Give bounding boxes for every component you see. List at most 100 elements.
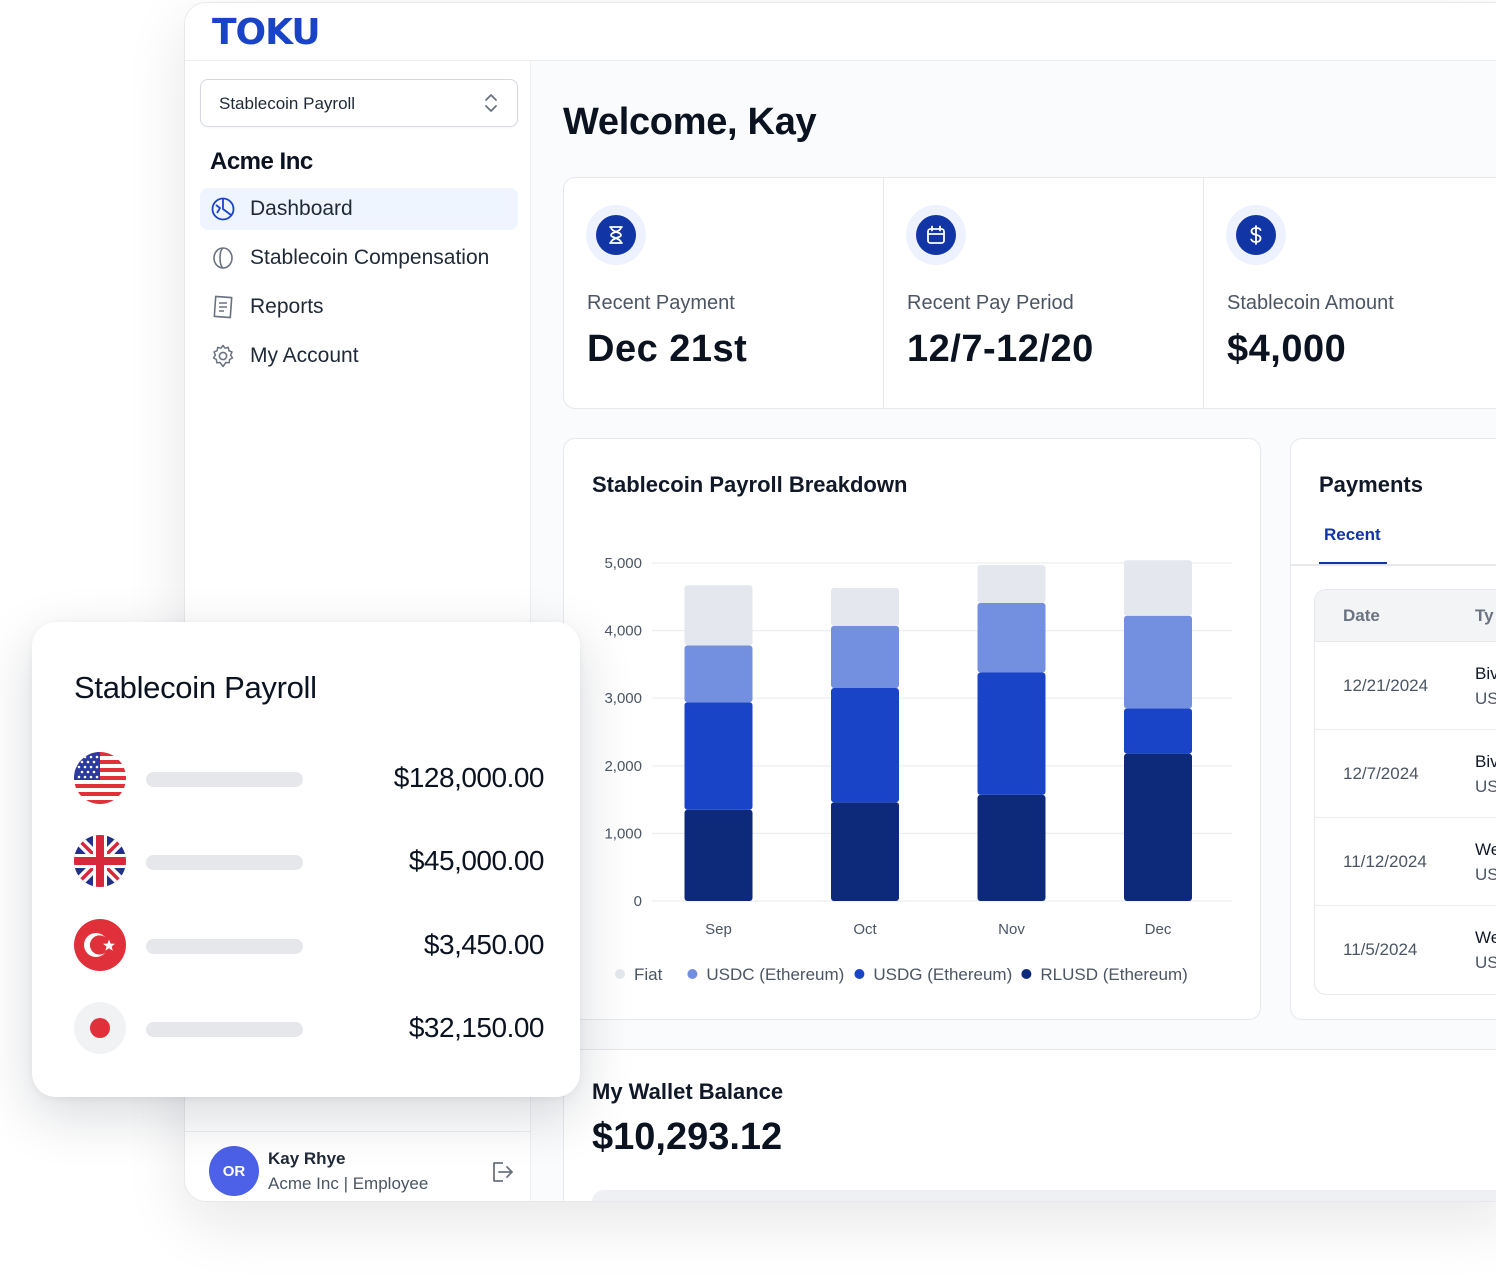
- top-bar: TOKU: [185, 3, 1496, 61]
- bar-segment: [831, 802, 899, 901]
- placeholder-bar: [146, 939, 303, 954]
- gear-icon: [212, 344, 234, 368]
- y-tick-label: 2,000: [604, 758, 642, 775]
- sidebar-item-my-account[interactable]: My Account: [200, 335, 518, 377]
- list-item: $128,000.00: [74, 752, 545, 808]
- dollar-icon: [1250, 225, 1262, 245]
- page-title: Welcome, Kay: [563, 101, 817, 143]
- bar-segment: [1124, 753, 1192, 901]
- y-tick-label: 0: [634, 893, 642, 910]
- list-item: $32,150.00: [74, 1002, 545, 1058]
- calendar-icon: [927, 225, 945, 244]
- sidebar-item-label: My Account: [250, 344, 359, 367]
- legend-swatch: [1021, 969, 1032, 979]
- payment-date: 11/5/2024: [1343, 940, 1418, 959]
- table-row[interactable]: 11/5/2024 We US: [1315, 906, 1496, 994]
- uk-flag-icon: [74, 835, 126, 887]
- bar-segment: [831, 688, 899, 803]
- org-name: Acme Inc: [210, 148, 313, 175]
- sidebar-item-label: Reports: [250, 295, 324, 318]
- hourglass-icon: [609, 226, 623, 244]
- card-title: Stablecoin Payroll: [74, 670, 317, 705]
- payments-table: Date Ty 12/21/2024 Biv US 12/7/2024 Biv …: [1314, 589, 1496, 995]
- bar-segment: [1124, 708, 1192, 754]
- user-profile: OR Kay Rhye Acme Inc | Employee: [185, 1131, 531, 1201]
- payment-type: Biv: [1475, 664, 1496, 683]
- stacked-bar-chart: 0 1,000 2,000 3,000 4,000 5,000 Sep Oct Nov Dec Fi…: [604, 555, 1232, 984]
- payment-type: We: [1475, 928, 1496, 947]
- payments-title: Payments: [1319, 472, 1423, 497]
- tab-recent[interactable]: Recent: [1319, 525, 1387, 565]
- column-header-date[interactable]: Date: [1343, 606, 1380, 625]
- us-flag-icon: [74, 752, 126, 804]
- stat-label: Recent Pay Period: [907, 292, 1074, 314]
- japan-flag-icon: [74, 1002, 126, 1054]
- bar-segment: [977, 565, 1046, 603]
- payments-card: Payments Recent Date Ty 12/21/2024 Biv U…: [1290, 438, 1496, 1020]
- sidebar-item-dashboard[interactable]: Dashboard: [200, 188, 518, 230]
- coin-icon: [213, 247, 233, 269]
- table-row[interactable]: 12/21/2024 Biv US: [1315, 642, 1496, 730]
- table-row[interactable]: 11/12/2024 We US: [1315, 818, 1496, 906]
- legend-label: USDC (Ethereum): [706, 965, 844, 984]
- stat-label: Recent Payment: [587, 292, 735, 314]
- x-tick-label: Oct: [853, 921, 877, 938]
- wallet-balance: $10,293.12: [592, 1116, 783, 1158]
- column-header-type[interactable]: Ty: [1475, 606, 1494, 625]
- bar-segment: [684, 702, 753, 810]
- bar-segment: [684, 585, 753, 646]
- payment-currency: US: [1475, 777, 1496, 796]
- payroll-amount: $3,450.00: [423, 929, 545, 960]
- sidebar-item-stablecoin-compensation[interactable]: Stablecoin Compensation: [200, 237, 518, 279]
- payment-type: Biv: [1475, 752, 1496, 771]
- bar-segment: [977, 794, 1046, 901]
- stat-icon-circle: [1236, 215, 1276, 255]
- bar-segment: [977, 672, 1046, 795]
- payroll-amount: $45,000.00: [408, 845, 545, 876]
- avatar[interactable]: OR: [209, 1146, 259, 1196]
- legend-swatch: [687, 969, 698, 979]
- bar-segment: [684, 645, 753, 703]
- placeholder-bar: [146, 1022, 303, 1037]
- product-selector-label: Stablecoin Payroll: [219, 94, 356, 113]
- stat-value: Dec 21st: [587, 328, 748, 370]
- payment-currency: US: [1475, 865, 1496, 884]
- stat-recent-pay-period: Recent Pay Period 12/7-12/20: [883, 178, 1203, 408]
- turkey-flag-icon: [74, 919, 126, 971]
- list-item: $45,000.00: [74, 835, 545, 891]
- chevron-up-down-icon: [485, 94, 497, 112]
- stat-icon-wrap: [1226, 205, 1286, 265]
- wallet-card: My Wallet Balance $10,293.12: [563, 1049, 1496, 1201]
- user-name: Kay Rhye: [268, 1149, 346, 1168]
- payment-date: 12/7/2024: [1343, 764, 1419, 783]
- chart-card: Stablecoin Payroll Breakdown 0 1,000 2,000…: [563, 438, 1261, 1020]
- payment-date: 11/12/2024: [1343, 852, 1427, 871]
- table-row[interactable]: 12/7/2024 Biv US: [1315, 730, 1496, 818]
- bar-segment: [831, 588, 899, 626]
- x-tick-label: Sep: [705, 921, 732, 938]
- product-selector[interactable]: Stablecoin Payroll: [200, 79, 518, 127]
- report-icon: [213, 295, 233, 319]
- stat-stablecoin-amount: Stablecoin Amount $4,000: [1203, 178, 1496, 408]
- table-header: Date Ty: [1315, 590, 1496, 642]
- x-tick-label: Nov: [998, 921, 1025, 938]
- tabs-divider: [1291, 564, 1496, 566]
- placeholder-bar: [146, 772, 303, 787]
- bar-segment: [977, 602, 1046, 673]
- legend-label: Fiat: [634, 965, 663, 984]
- y-tick-label: 5,000: [604, 555, 642, 572]
- stat-value: 12/7-12/20: [907, 328, 1094, 370]
- stat-recent-payment: Recent Payment Dec 21st: [564, 178, 884, 408]
- main-content: Welcome, Kay Recent Payment Dec 21st: [531, 61, 1496, 1201]
- legend-label: USDG (Ethereum): [873, 965, 1012, 984]
- logout-icon[interactable]: [488, 1158, 516, 1186]
- logo[interactable]: TOKU: [212, 12, 321, 53]
- bar-segment: [1124, 615, 1192, 709]
- payment-currency: US: [1475, 689, 1496, 708]
- bar-segment: [1124, 560, 1192, 616]
- stat-label: Stablecoin Amount: [1227, 292, 1394, 314]
- sidebar-item-reports[interactable]: Reports: [200, 286, 518, 328]
- payment-type: We: [1475, 840, 1496, 859]
- legend-swatch: [854, 969, 865, 979]
- payment-date: 12/21/2024: [1343, 676, 1429, 695]
